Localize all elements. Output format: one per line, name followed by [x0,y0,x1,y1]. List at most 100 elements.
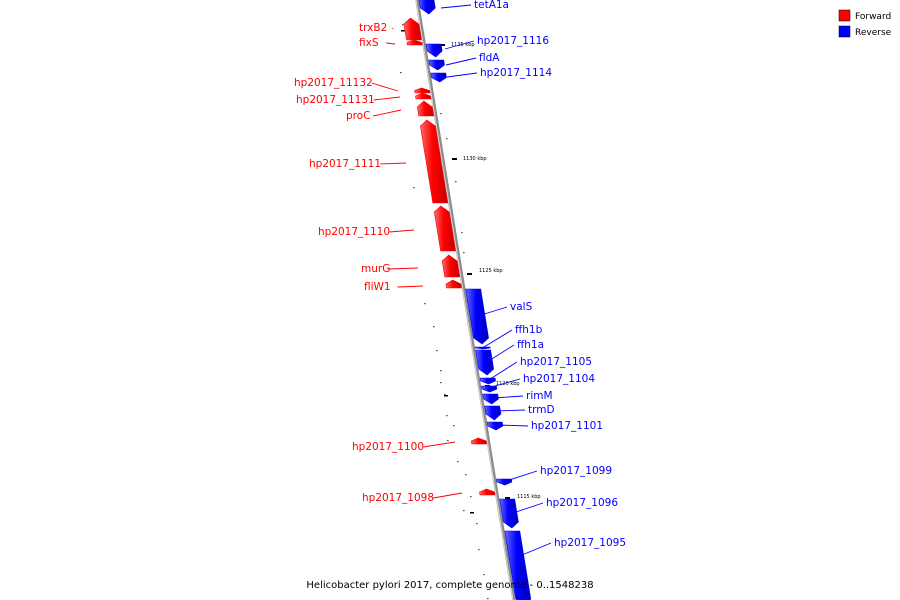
sequence-dot [400,72,402,74]
gene-rimm[interactable] [482,393,499,405]
gene-label-hp2017-1114[interactable]: hp2017_1114 [480,67,552,79]
gene-label-rimm[interactable]: rimM [526,390,553,402]
leader-murg [388,267,419,270]
sequence-dot [413,187,415,189]
gene-murg[interactable] [441,254,461,278]
gene-label-hp2017-11131[interactable]: hp2017_11131 [296,94,375,106]
gene-hp2017-1111[interactable] [420,119,449,204]
gene-trmd[interactable] [484,405,502,421]
gene-hp2017-1104[interactable] [481,385,498,393]
gene-label-hp2017-1095[interactable]: hp2017_1095 [554,537,626,549]
leader-hp2017-1099 [505,470,538,482]
gene-fliw1[interactable] [445,279,462,289]
scale-tick-label: 1125 kbp [479,268,503,274]
leader-ffh1b [483,329,513,348]
gene-label-hp2017-11132[interactable]: hp2017_11132 [294,77,373,89]
scale-tick-mark [505,497,510,499]
leader-hp2017-1105 [486,361,518,382]
scale-tick-mark [452,158,457,160]
sequence-dot [483,574,485,576]
scale-minor-tick [470,512,474,514]
leader-hp2017-1104 [487,378,521,389]
gene-hp2017-1095[interactable] [504,530,532,600]
gene-hp2017-1098[interactable] [479,488,496,496]
gene-hp2017-1114[interactable] [430,72,447,83]
leader-trxb2 [392,27,394,30]
gene-flda[interactable] [428,59,445,71]
scale-tick-mark [467,273,472,275]
gene-label-murg[interactable]: murG [361,263,390,275]
sequence-dot [453,425,455,427]
sequence-dot [461,232,463,234]
gene-hp2017-1105[interactable] [479,377,496,385]
sequence-dot [455,181,457,183]
leader-hp2017-1114 [446,72,478,78]
gene-ffh1a[interactable] [475,349,495,376]
scale-tick-label: 1135 kbp [451,42,475,48]
sequence-dot [424,303,426,305]
gene-hp2017-1096[interactable] [499,498,519,529]
gene-label-teta1a[interactable]: tetA1a [474,0,509,11]
gene-label-hp2017-1098[interactable]: hp2017_1098 [362,492,434,504]
gene-ffh1b[interactable] [474,346,491,350]
gene-vals[interactable] [465,288,489,345]
gene-label-ffh1b[interactable]: ffh1b [515,324,543,336]
leader-hp2017-1095 [521,542,552,556]
gene-label-hp2017-1116[interactable]: hp2017_1116 [477,35,549,47]
sequence-dot [440,113,442,115]
leader-fliw1 [397,285,424,288]
sequence-dot [440,370,442,372]
gene-label-hp2017-1100[interactable]: hp2017_1100 [352,441,424,453]
legend-swatch-reverse [838,25,851,38]
sequence-dot [446,415,448,417]
sequence-dot [470,496,472,498]
gene-hp2017-1110[interactable] [433,205,456,252]
legend-label-reverse: Reverse [855,28,892,38]
leader-hp2017-1096 [512,502,544,514]
gene-fixs[interactable] [406,39,423,46]
scale-tick-mark [440,44,445,46]
gene-label-vals[interactable]: valS [510,301,533,313]
gene-label-hp2017-1105[interactable]: hp2017_1105 [520,356,592,368]
genome-backbone [415,0,516,600]
gene-label-hp2017-1096[interactable]: hp2017_1096 [546,497,618,509]
gene-label-ffh1a[interactable]: ffh1a [517,339,544,351]
legend-swatch-forward [838,9,851,22]
sequence-dot [446,138,448,140]
gene-hp2017-1116[interactable] [425,43,443,58]
gene-hp2017-11131[interactable] [415,92,432,100]
leader-hp2017-1116 [444,40,475,50]
sequence-dot [478,549,480,551]
gene-hp2017-1101[interactable] [486,421,504,431]
leader-hp2017-1110 [389,229,415,233]
gene-label-hp2017-1111[interactable]: hp2017_1111 [309,158,381,170]
sequence-dot [476,523,478,525]
gene-teta1a[interactable] [418,0,436,15]
scale-tick-label: 1115 kbp [517,494,541,500]
scale-minor-tick [444,395,448,397]
legend-label-forward: Forward [855,12,891,22]
legend: Forward Reverse [838,9,892,38]
gene-label-hp2017-1099[interactable]: hp2017_1099 [540,465,612,477]
gene-label-hp2017-1110[interactable]: hp2017_1110 [318,226,390,238]
gene-label-hp2017-1104[interactable]: hp2017_1104 [523,373,595,385]
gene-label-hp2017-1101[interactable]: hp2017_1101 [531,420,603,432]
leader-hp2017-11132 [371,82,399,92]
gene-proc[interactable] [416,100,435,117]
gene-label-proc[interactable]: proC [346,110,371,122]
leader-hp2017-11131 [373,96,401,101]
gene-label-trxb2[interactable]: trxB2 [359,22,387,34]
gene-label-flda[interactable]: fldA [479,52,500,64]
gene-hp2017-11132[interactable] [414,87,431,94]
gene-label-fixs[interactable]: fixS [359,37,379,49]
sequence-dot [402,24,404,26]
gene-label-trmd[interactable]: trmD [528,404,555,416]
sequence-dot [463,510,465,512]
figure-caption: Helicobacter pylori 2017, complete genom… [306,580,593,591]
gene-hp2017-1100[interactable] [470,437,488,445]
gene-label-fliw1[interactable]: fliW1 [364,281,391,293]
scale-minor-tick [401,30,405,32]
leader-flda [445,57,477,66]
